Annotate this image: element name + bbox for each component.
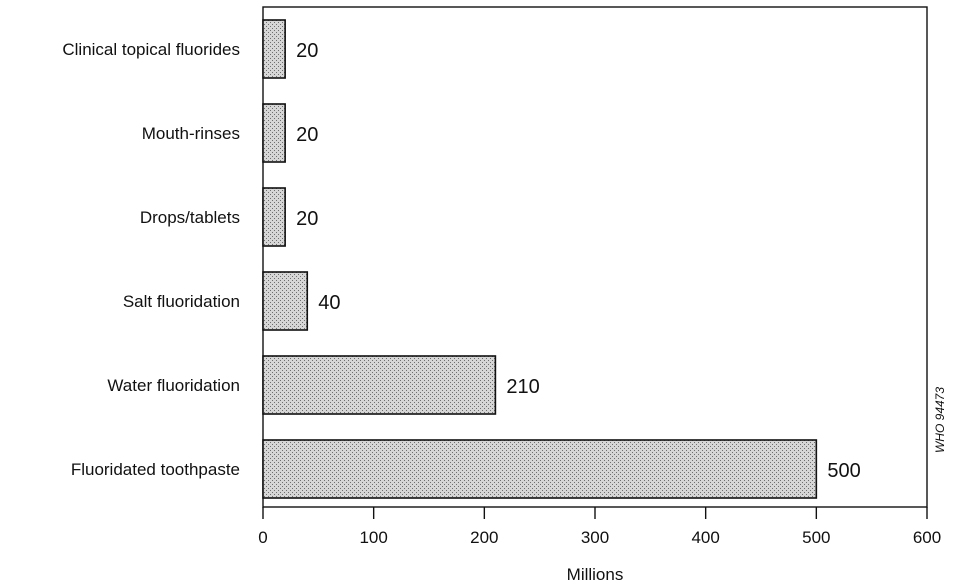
category-label: Fluoridated toothpaste: [71, 460, 240, 479]
category-label: Water fluoridation: [107, 376, 240, 395]
x-axis-ticks: 0 100 200 300 400 500 600: [258, 507, 941, 547]
bar-salt-fluoridation: [262, 271, 309, 331]
data-label: 500: [827, 460, 860, 482]
category-labels: Clinical topical fluorides Mouth-rinses Dr…: [62, 40, 240, 479]
data-label: 210: [506, 376, 539, 398]
category-label: Clinical topical fluorides: [62, 40, 240, 59]
data-label: 20: [296, 40, 318, 62]
bar-clinical-topical-fluorides: [262, 19, 286, 79]
data-label: 40: [318, 292, 340, 314]
data-label: 20: [296, 124, 318, 146]
category-label: Salt fluoridation: [123, 292, 240, 311]
x-tick-label: 200: [470, 528, 498, 547]
bar-drops-tablets: [262, 187, 286, 247]
x-tick-label: 400: [691, 528, 719, 547]
side-note: WHO 94473: [933, 387, 947, 453]
bars-group: [262, 19, 818, 499]
bar-mouth-rinses: [262, 103, 286, 163]
x-tick-label: 100: [359, 528, 387, 547]
category-label: Mouth-rinses: [142, 124, 240, 143]
x-tick-label: 600: [913, 528, 941, 547]
data-label: 20: [296, 208, 318, 230]
data-labels: 20 20 20 40 210 500: [296, 40, 861, 482]
plot-frame: [262, 6, 928, 508]
bar-water-fluoridation: [262, 355, 497, 415]
category-label: Drops/tablets: [140, 208, 240, 227]
x-tick-label: 500: [802, 528, 830, 547]
bar-fluoridated-toothpaste: [262, 439, 818, 499]
x-tick-label: 300: [581, 528, 609, 547]
x-axis-title: Millions: [567, 565, 624, 584]
x-tick-label: 0: [258, 528, 267, 547]
